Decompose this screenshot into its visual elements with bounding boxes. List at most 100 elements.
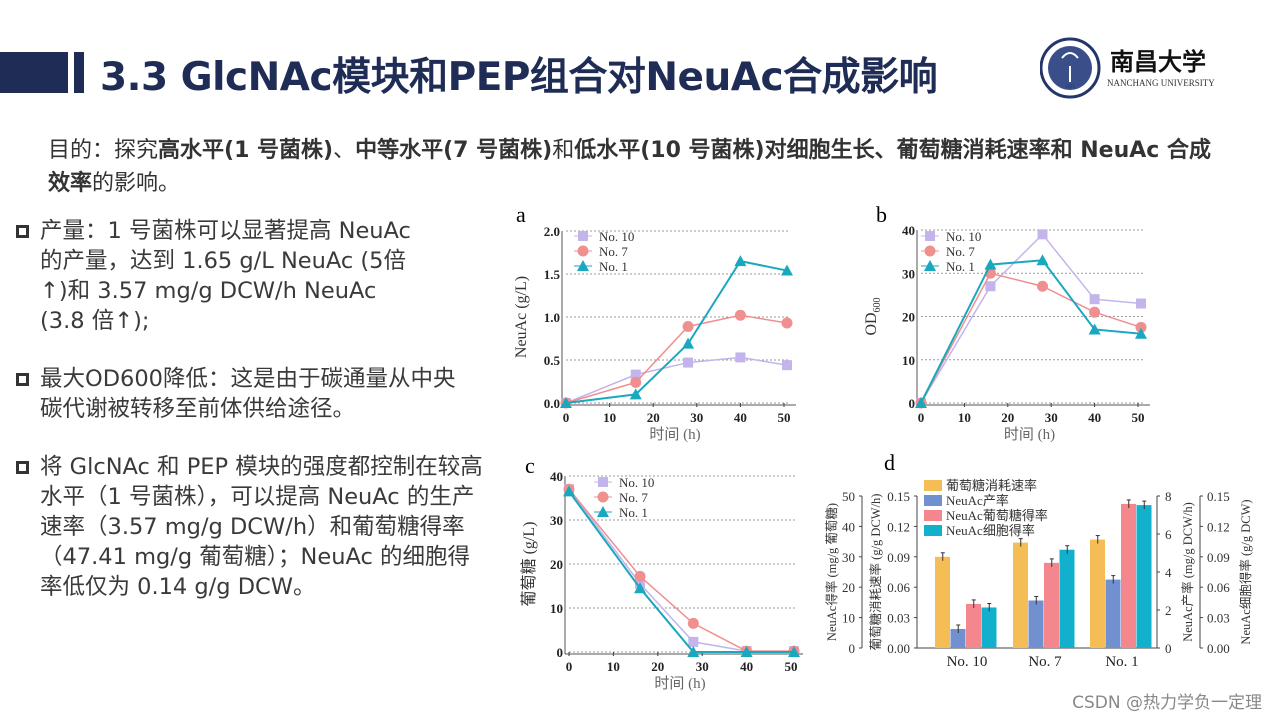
data-point: [1036, 254, 1049, 266]
checkbox-icon: [16, 225, 29, 238]
legend-swatch: [924, 495, 942, 506]
x-tick-label: 50: [1132, 410, 1145, 425]
data-point: [563, 483, 575, 495]
legend-marker: [578, 231, 588, 241]
logo-cn-text: 南昌大学: [1110, 48, 1206, 76]
series-No10: No. 10: [916, 229, 1146, 408]
y-tick-label: 0.03: [887, 611, 910, 626]
x-axis-title: 时间 (h): [1004, 426, 1055, 443]
y-tick-label: 6: [1165, 527, 1172, 542]
x-tick-label: 40: [734, 410, 747, 425]
bar: [1105, 579, 1121, 648]
purpose-part: 高水平(1 号菌株): [158, 138, 334, 163]
data-point: [916, 398, 926, 408]
x-tick-label: No. 10: [947, 654, 988, 670]
data-point: [682, 337, 695, 349]
x-tick-label: 30: [690, 410, 703, 425]
x-tick-label: 10: [958, 410, 971, 425]
data-point: [740, 646, 753, 657]
bar: [1121, 503, 1136, 648]
data-point: [687, 617, 699, 629]
series-No7: No. 7: [563, 483, 800, 657]
legend-label: No. 10: [946, 229, 981, 244]
y-axis-title: NeuAc (g/L): [513, 276, 530, 358]
series-line: [920, 259, 1142, 404]
x-tick-label: 50: [785, 659, 798, 674]
legend-label: No. 1: [599, 259, 628, 274]
bullet-list: 产量：1 号菌株可以显著提高 NeuAc 的产量，达到 1.65 g/L Neu…: [14, 216, 484, 630]
panel-label: d: [884, 450, 895, 475]
legend-swatch: [924, 510, 942, 521]
y-axis-title: OD600: [863, 297, 883, 335]
data-point: [1135, 321, 1147, 333]
y-tick-label: 0.12: [1207, 519, 1230, 534]
data-point: [1135, 327, 1147, 339]
series-No10: No. 10: [561, 229, 792, 408]
data-point: [634, 570, 646, 582]
series-No10: No. 10: [564, 475, 799, 657]
data-point: [683, 357, 694, 368]
legend-marker: [924, 260, 936, 271]
y-tick-label: 0.00: [887, 641, 910, 656]
data-point: [984, 258, 997, 270]
series-No7: No. 7: [915, 244, 1147, 409]
legend-marker: [598, 477, 608, 487]
y-axis-title-sub: 600: [872, 297, 883, 312]
series-line: [568, 490, 794, 653]
slide-title: 3.3 GlcNAc模块和PEP组合对NeuAc合成影响: [100, 55, 938, 100]
series-line: [920, 272, 1142, 404]
y-tick-label: 30: [842, 550, 855, 565]
bar: [1059, 549, 1075, 648]
data-point: [1037, 280, 1049, 292]
legend-label: 葡萄糖消耗速率: [946, 478, 1037, 493]
x-axis-title: 时间 (h): [654, 675, 705, 692]
data-point: [630, 369, 641, 380]
y-tick-label: 2.0: [544, 224, 560, 239]
x-tick-label: 30: [696, 659, 709, 674]
legend-label: No. 7: [599, 244, 628, 259]
header-accent-block: [0, 52, 68, 93]
data-point: [788, 645, 800, 657]
bar: [981, 607, 997, 648]
x-tick-label: 40: [1088, 410, 1101, 425]
bullet-text: 将 GlcNAc 和 PEP 模块的强度都控制在较高水平（1 号菌株），可以提高…: [40, 454, 483, 600]
y-tick-label: 30: [902, 266, 915, 281]
y-tick-label: 40: [550, 469, 563, 484]
y-tick-label: 0: [849, 641, 856, 656]
data-point: [1037, 229, 1048, 240]
panel-label: c: [525, 453, 535, 478]
legend-label: No. 7: [619, 490, 648, 505]
purpose-part: 中等水平(7 号菌株): [355, 138, 553, 163]
x-tick-label: 40: [740, 659, 753, 674]
data-point: [560, 397, 572, 409]
purpose-part: 目的：探究: [48, 138, 159, 163]
series-No1: No. 1: [915, 254, 1147, 408]
y-axis-title: NeuAc细胞得率 (g/g DCW): [1238, 499, 1253, 644]
bullet-item: 产量：1 号菌株可以显著提高 NeuAc 的产量，达到 1.65 g/L Neu…: [14, 216, 412, 336]
bar: [1136, 505, 1152, 648]
data-point: [1089, 306, 1101, 318]
chart-c: c 0 10 20 30 40 0 10 20 30 40 50 时间 (h) 葡萄糖 (g/L) No. …: [520, 453, 803, 692]
data-point: [788, 646, 800, 657]
y-tick-label: 0.09: [887, 550, 910, 565]
data-point: [915, 397, 927, 409]
y-tick-label: 20: [902, 310, 915, 325]
bar: [950, 629, 966, 648]
data-point: [915, 397, 927, 408]
x-tick-label: 10: [607, 659, 620, 674]
x-tick-label: No. 7: [1028, 654, 1062, 670]
header-accent-bar: [74, 52, 84, 93]
data-point: [688, 636, 699, 647]
y-tick-label: 50: [842, 489, 855, 504]
series-No7: No. 7: [560, 244, 793, 409]
data-point: [1136, 298, 1146, 309]
y-tick-label: 10: [550, 601, 563, 616]
data-point: [630, 376, 642, 388]
series-line: [568, 488, 794, 652]
series-No1: No. 1: [560, 255, 793, 408]
data-point: [1088, 323, 1101, 335]
data-point: [984, 267, 996, 279]
legend-label: NeuAc细胞得率: [946, 523, 1035, 538]
bullet-text: 最大OD600降低：这是由于碳通量从中央 碳代谢被转移至前体供给途径。: [40, 366, 456, 422]
